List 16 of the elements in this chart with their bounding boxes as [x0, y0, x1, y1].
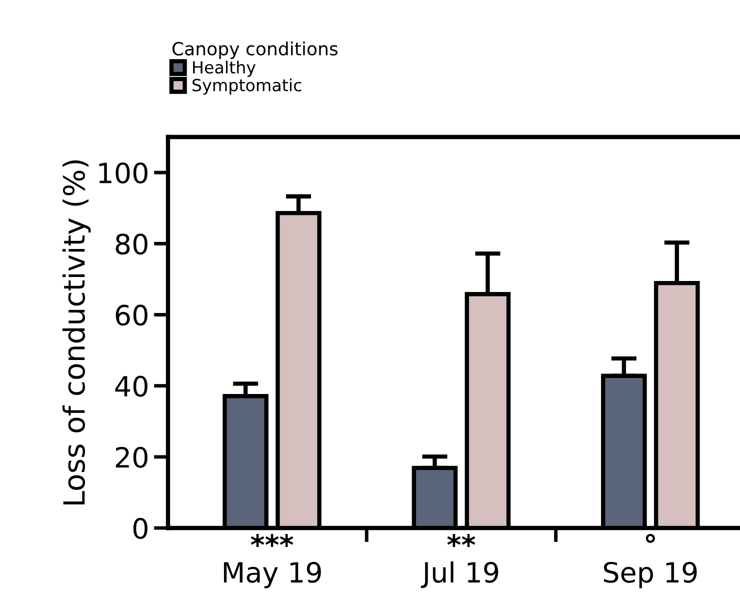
- y-axis-title: Loss of conductivity (%): [62, 160, 91, 504]
- x-tick-label: Sep 19: [604, 562, 697, 588]
- y-tick-label: 80: [116, 234, 148, 255]
- text: **: [447, 534, 476, 547]
- y-tick-label: 100: [99, 162, 148, 184]
- y-tick-label: 60: [116, 304, 148, 326]
- legend-label: Healthy: [193, 60, 256, 77]
- x-tick-label: Jul 19: [420, 561, 498, 588]
- text: ***: [250, 534, 294, 547]
- text: °: [646, 534, 655, 543]
- x-tick-label: May 19: [224, 562, 321, 588]
- y-tick-label: 0: [133, 518, 148, 539]
- legend-title: Canopy conditions: [172, 42, 338, 60]
- y-tick-label: 20: [116, 446, 148, 468]
- y-tick-label: 40: [115, 376, 148, 397]
- legend-label: Symptomatic: [192, 78, 302, 95]
